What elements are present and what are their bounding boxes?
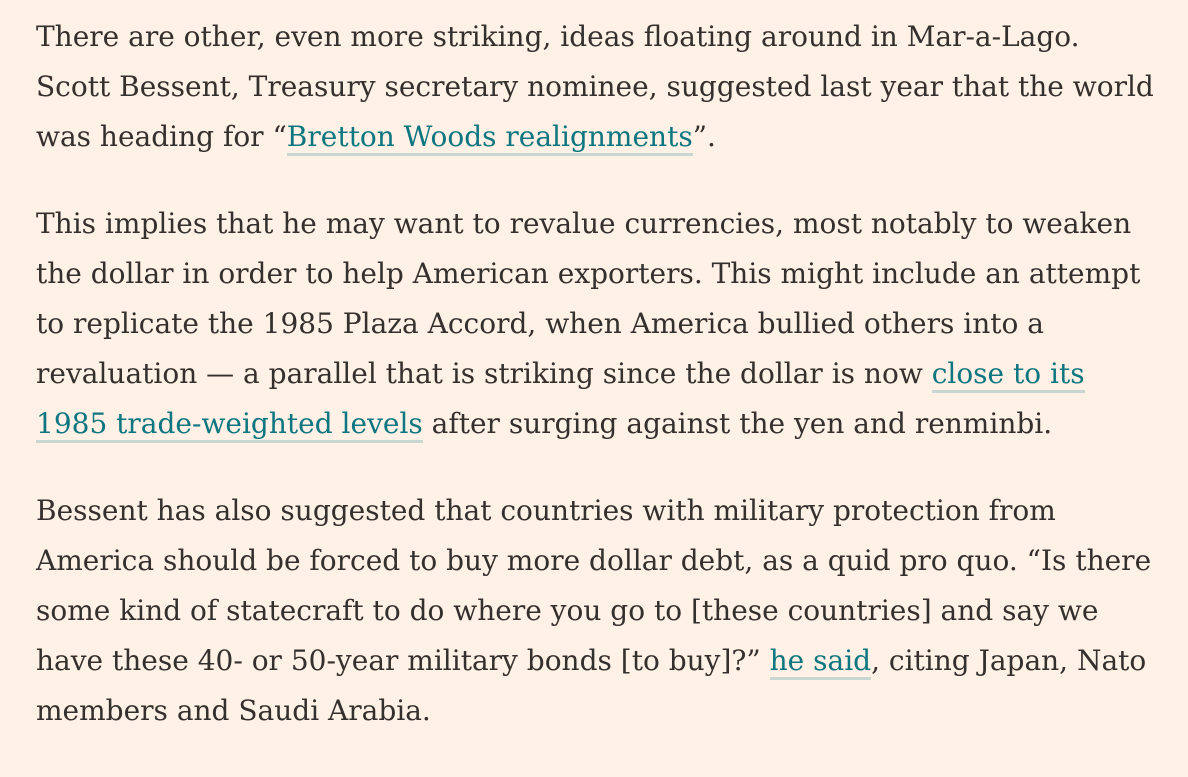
trade-weighted-levels-link[interactable]: close to its 1985 trade-weighted levels [36,357,1085,443]
paragraph-text: ”. [692,120,716,153]
paragraph-1: There are other, even more striking, ide… [36,12,1156,162]
paragraph-text: , citing Japan, Nato members and Saudi A… [36,644,1147,727]
paragraph-text: Bessent has also suggested that countrie… [36,494,1152,677]
paragraph-text: There are other, even more striking, ide… [36,20,1154,153]
paragraph-text: after surging against the yen and renmin… [422,407,1053,440]
bretton-woods-realignments-link[interactable]: Bretton Woods realignments [286,120,693,156]
paragraph-text: This implies that he may want to revalue… [36,207,1141,390]
article-body: There are other, even more striking, ide… [36,12,1156,773]
paragraph-2: This implies that he may want to revalue… [36,199,1156,449]
he-said-link[interactable]: he said [769,644,872,680]
paragraph-3: Bessent has also suggested that countrie… [36,486,1156,736]
